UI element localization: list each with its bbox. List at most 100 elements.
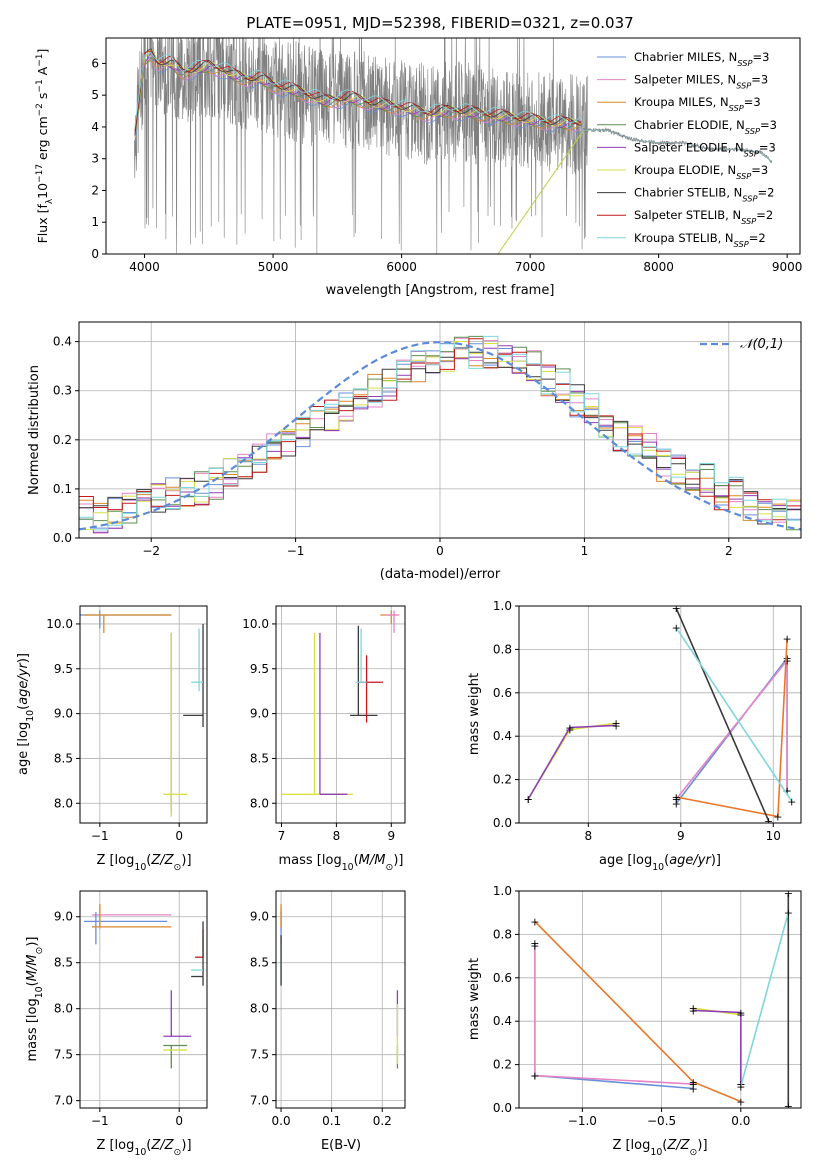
weight-line [676, 638, 788, 818]
x-tick-label: 6000 [386, 260, 417, 274]
legend-label: Salpeter ELODIE, NSSP=3 [634, 140, 776, 158]
label-part: age [log [599, 853, 652, 868]
x-axis-label: Z [log10(Z/Z⊙)] [96, 853, 191, 873]
x-tick-label: 0.1 [322, 1114, 341, 1128]
x-tick-label: 4000 [129, 260, 160, 274]
label-part: mass [log [279, 853, 342, 868]
label-part: SSP [736, 171, 751, 181]
y-axis-label: mass [log10(M/M⊙)] [25, 937, 45, 1062]
x-axis-label: (data-model)/error [380, 567, 501, 582]
y-tick-label: 0.6 [493, 686, 512, 700]
y-tick-label: 10.0 [46, 617, 73, 631]
label-part: 10 [650, 1147, 662, 1158]
y-tick-label: 7.5 [250, 1048, 269, 1062]
weight-marker: + [524, 793, 533, 806]
label-part: SSP [736, 81, 751, 91]
label-part: M/M [25, 955, 40, 982]
label-part: SSP [729, 103, 744, 113]
weight-line [533, 945, 694, 1085]
label-part: ( [664, 853, 669, 868]
label-part: =2 [749, 231, 766, 245]
label-part: =2 [756, 208, 773, 222]
y-tick-label: 1.0 [493, 599, 512, 613]
weight-marker: + [530, 1069, 539, 1082]
x-tick-label: 7 [278, 829, 286, 843]
label-part: A [35, 66, 50, 79]
y-tick-label: 9.5 [250, 662, 269, 676]
x-tick-label: 0 [175, 1114, 183, 1128]
weight-line [533, 943, 694, 1090]
weight-marker: + [524, 793, 533, 806]
y-tick-label: 7.5 [54, 1048, 73, 1062]
legend-label: Salpeter MILES, NSSP=3 [634, 73, 768, 91]
y-axis-label: Flux [fλ10−17 erg cm−2 s−1 A−1] [35, 49, 55, 244]
weight-line [693, 1009, 742, 1085]
label-part: age/yr [669, 853, 712, 868]
y-tick-label: 1 [91, 215, 99, 229]
x-tick-label: −1 [287, 544, 305, 558]
label-part: )] [393, 853, 403, 868]
label-part: Chabrier MILES, N [634, 50, 737, 64]
weight-marker: + [530, 939, 539, 952]
label-part: −17 [35, 164, 45, 183]
y-tick-label: 3 [91, 152, 99, 166]
label-part: =3 [751, 163, 768, 177]
label-part: Chabrier STELIB, N [634, 186, 742, 200]
y-tick-label: 8.5 [54, 751, 73, 765]
weight-marker: + [530, 937, 539, 950]
weight-marker: + [784, 887, 793, 900]
y-tick-label: 9.0 [54, 910, 73, 924]
y-tick-label: 8.0 [250, 1002, 269, 1016]
grid-lines [519, 605, 801, 824]
label-part: )] [25, 937, 40, 947]
weight-marker: + [689, 1004, 698, 1017]
weight-marker: + [784, 1100, 793, 1113]
weight-marker: + [783, 784, 792, 797]
weight-marker: + [784, 907, 793, 920]
x-tick-label: 7000 [515, 260, 546, 274]
x-axis-label: mass [log10(M/M⊙)] [279, 853, 404, 873]
label-part: ( [662, 1138, 667, 1153]
weight-marker: + [611, 719, 620, 732]
label-part: −2 [35, 103, 45, 116]
legend-label: Salpeter STELIB, NSSP=2 [634, 208, 773, 226]
x-tick-label: 0.2 [373, 1114, 392, 1128]
y-tick-label: 9.0 [54, 707, 73, 721]
label-part: λ [45, 198, 55, 204]
label-part: )] [711, 853, 721, 868]
label-part: Flux [f [35, 204, 50, 244]
weight-line [527, 724, 617, 800]
label-part: 10 [35, 183, 50, 199]
x-tick-label: 1 [581, 544, 589, 558]
observed-spectrum [134, 38, 589, 254]
weight-z-axes: +++++++++++++ ++++++−1.0 −0.5 0.0 0.0 0.2 0.4 0… [493, 884, 802, 1128]
x-axis-label: wavelength [Angstrom, rest frame] [326, 283, 555, 298]
weight-marker: + [611, 717, 620, 730]
label-part: Chabrier ELODIE, N [634, 118, 745, 132]
label-part: Salpeter STELIB, N [634, 208, 741, 222]
label-part: ⊙ [385, 862, 393, 873]
weight-line [693, 1007, 742, 1085]
x-axis-label: age [log10(age/yr)] [599, 853, 721, 873]
label-part: Z/Z [666, 1138, 690, 1153]
x-tick-label: 9 [677, 829, 685, 843]
y-tick-label: 10.0 [242, 617, 269, 631]
axes-frame [79, 890, 208, 1109]
y-tick-label: 1.0 [493, 884, 512, 898]
y-tick-label: 6 [91, 56, 99, 70]
x-tick-label: 5000 [258, 260, 289, 274]
x-tick-label: 0 [436, 544, 444, 558]
grid-lines [276, 606, 405, 823]
label-part: −1 [35, 79, 45, 92]
x-tick-label: −2 [142, 544, 160, 558]
weight-marker: + [689, 1076, 698, 1089]
plot-area [281, 610, 400, 795]
chart-title: PLATE=0951, MJD=52398, FIBERID=0321, z=0… [246, 14, 633, 32]
y-tick-label: 8.0 [54, 1002, 73, 1016]
label-part: 10 [134, 862, 146, 873]
label-part: ( [354, 853, 359, 868]
label-part: age [log [16, 722, 31, 775]
label-part: SSP [737, 58, 752, 68]
y-tick-label: 7.0 [54, 1094, 73, 1108]
x-tick-label: −0.5 [647, 1114, 676, 1128]
